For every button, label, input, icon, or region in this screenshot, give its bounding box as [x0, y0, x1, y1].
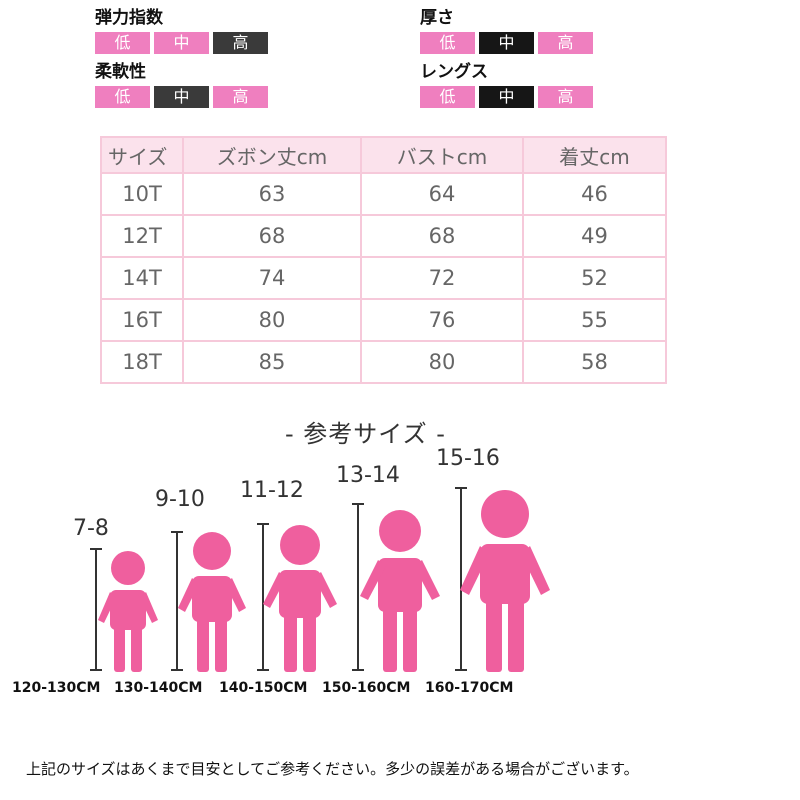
- height-ruler: [352, 503, 364, 671]
- age-label: 15-16: [436, 446, 500, 471]
- cell-bust: 80: [360, 340, 524, 384]
- attr-label: 厚さ: [420, 8, 454, 28]
- height-ruler: [257, 523, 269, 671]
- attr-label: 弾力指数: [95, 8, 163, 28]
- attr-label: レングス: [420, 62, 488, 82]
- cell-length: 58: [522, 340, 667, 384]
- cell-length: 52: [522, 256, 667, 300]
- age-label: 13-14: [336, 463, 400, 488]
- header-size: サイズ: [100, 136, 184, 174]
- table-row: 12T 68 68 49: [100, 214, 667, 258]
- height-range: 140-150CM: [219, 680, 308, 696]
- cell-size: 12T: [100, 214, 184, 258]
- header-pants-length: ズボン丈cm: [182, 136, 362, 174]
- cell-length: 55: [522, 298, 667, 342]
- height-ruler: [171, 531, 183, 671]
- cell-length: 49: [522, 214, 667, 258]
- level-selector: 低 中 高: [95, 86, 268, 108]
- level-low: 低: [420, 32, 475, 54]
- header-bust: バストcm: [360, 136, 524, 174]
- cell-bust: 76: [360, 298, 524, 342]
- level-mid: 中: [479, 32, 534, 54]
- table-header-row: サイズ ズボン丈cm バストcm 着丈cm: [100, 136, 667, 174]
- child-figure: [263, 525, 337, 672]
- age-label: 11-12: [240, 478, 304, 503]
- level-mid: 中: [479, 86, 534, 108]
- table-row: 10T 63 64 46: [100, 172, 667, 216]
- cell-size: 16T: [100, 298, 184, 342]
- cell-length: 46: [522, 172, 667, 216]
- child-figure: [360, 510, 440, 672]
- level-high: 高: [538, 32, 593, 54]
- level-high: 高: [213, 86, 268, 108]
- attr-flexibility: 柔軟性 低 中 高: [95, 60, 268, 108]
- height-range: 160-170CM: [425, 680, 514, 696]
- level-high: 高: [538, 86, 593, 108]
- attr-label: 柔軟性: [95, 62, 146, 82]
- level-low: 低: [95, 86, 150, 108]
- cell-size: 18T: [100, 340, 184, 384]
- level-selector: 低 中 高: [420, 32, 593, 54]
- cell-size: 10T: [100, 172, 184, 216]
- height-ruler: [90, 548, 102, 671]
- cell-pants-length: 68: [182, 214, 362, 258]
- height-ruler: [455, 487, 467, 671]
- age-label: 7-8: [73, 516, 109, 541]
- height-range: 150-160CM: [322, 680, 411, 696]
- table-row: 18T 85 80 58: [100, 340, 667, 384]
- attr-thickness: 厚さ 低 中 高: [420, 6, 593, 54]
- cell-pants-length: 85: [182, 340, 362, 384]
- cell-pants-length: 80: [182, 298, 362, 342]
- disclaimer-note: 上記のサイズはあくまで目安としてご参考ください。多少の誤差がある場合がございます…: [26, 760, 639, 778]
- level-low: 低: [420, 86, 475, 108]
- age-label: 9-10: [155, 487, 205, 512]
- cell-bust: 72: [360, 256, 524, 300]
- table-row: 16T 80 76 55: [100, 298, 667, 342]
- table-row: 14T 74 72 52: [100, 256, 667, 300]
- attr-elasticity: 弾力指数 低 中 高: [95, 6, 268, 54]
- cell-bust: 64: [360, 172, 524, 216]
- child-figure: [178, 532, 246, 672]
- child-figure: [460, 490, 550, 672]
- cell-pants-length: 63: [182, 172, 362, 216]
- size-table: サイズ ズボン丈cm バストcm 着丈cm 10T 63 64 46 12T 6…: [100, 136, 667, 384]
- level-low: 低: [95, 32, 150, 54]
- height-range: 120-130CM: [12, 680, 101, 696]
- level-mid: 中: [154, 86, 209, 108]
- reference-title: - 参考サイズ -: [285, 420, 446, 448]
- header-length: 着丈cm: [522, 136, 667, 174]
- child-figure: [98, 551, 158, 672]
- level-mid: 中: [154, 32, 209, 54]
- level-high: 高: [213, 32, 268, 54]
- height-range: 130-140CM: [114, 680, 203, 696]
- cell-bust: 68: [360, 214, 524, 258]
- level-selector: 低 中 高: [95, 32, 268, 54]
- attr-length: レングス 低 中 高: [420, 60, 593, 108]
- cell-pants-length: 74: [182, 256, 362, 300]
- level-selector: 低 中 高: [420, 86, 593, 108]
- cell-size: 14T: [100, 256, 184, 300]
